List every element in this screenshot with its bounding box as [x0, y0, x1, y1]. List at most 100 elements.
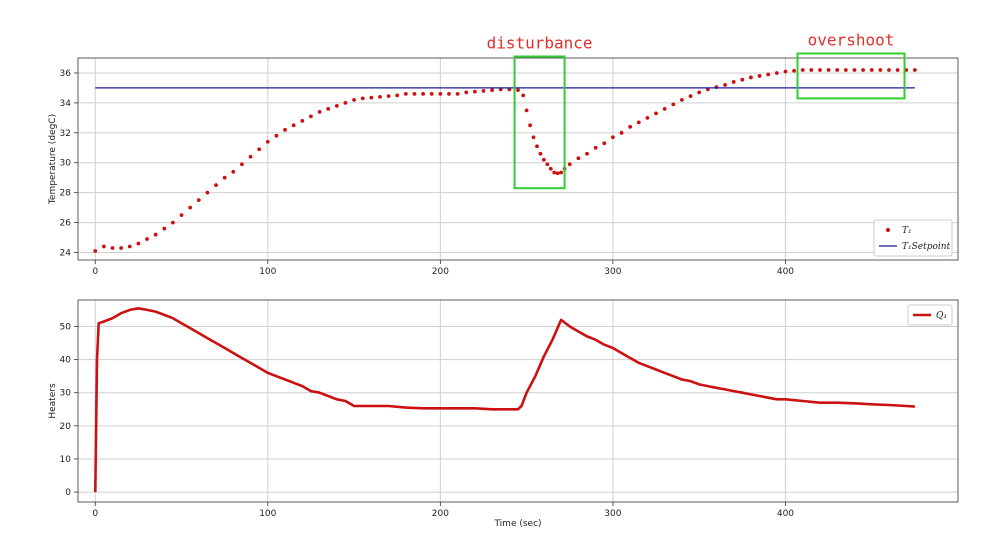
heaters-xlabel: Time (sec)	[493, 519, 541, 529]
heaters-legend: Q₁	[907, 304, 953, 326]
temperature-series-0-point	[567, 162, 572, 167]
temperature-series-0-point	[516, 88, 520, 93]
temperature-series-0-point	[93, 249, 98, 253]
temperature-series-0-point	[593, 145, 598, 150]
temperature-series-0-point	[274, 133, 279, 138]
temperature-series-0-point	[852, 68, 857, 72]
annotation-box-1	[796, 52, 906, 100]
temperature-series-0-point	[861, 68, 865, 72]
temperature-series-0-point	[555, 171, 560, 176]
temperature-series-0-point	[205, 190, 210, 195]
temperature-series-0-point	[162, 226, 167, 231]
temperature-series-0-point	[171, 220, 175, 225]
temperature-ytick-label: 36	[60, 69, 72, 79]
heaters-legend-label-0: Q₁	[936, 311, 947, 321]
heaters-ytick-label: 40	[60, 356, 72, 366]
temperature-series-0-point	[438, 92, 443, 96]
temperature-series-0-point	[869, 68, 874, 72]
temperature-series-0-point	[153, 232, 158, 237]
temperature-series-0-point	[576, 156, 581, 161]
temperature-series-0-point	[552, 170, 557, 175]
temperature-series-0-point	[654, 111, 658, 116]
temperature-series-0-point	[395, 93, 400, 98]
temperature-series-0-point	[136, 241, 141, 246]
heaters-ytick-label: 30	[60, 389, 72, 399]
heaters-ytick-label: 20	[60, 422, 72, 432]
temperature-xtick-label: 400	[777, 267, 794, 277]
temperature-series-0-point	[231, 169, 236, 174]
temperature-series-0-point	[222, 175, 227, 180]
temperature-series-0-point	[334, 103, 339, 108]
temperature-series-0-point	[628, 124, 633, 129]
temperature-series-0-point	[369, 95, 374, 100]
temperature-series-0-point	[835, 68, 840, 72]
temperature-ytick-label: 32	[60, 129, 71, 139]
temperature-series-0-point	[481, 89, 486, 93]
temperature-series-0-point	[326, 106, 331, 111]
temperature-series-0-point	[528, 123, 532, 128]
temperature-series-0-point	[309, 114, 313, 119]
temperature-series-0-point	[429, 92, 434, 96]
temperature-series-0-point	[662, 106, 667, 111]
temperature-series-0-point	[757, 74, 762, 78]
temperature-series-0-point	[619, 130, 624, 135]
temperature-series-0-point	[300, 118, 305, 123]
temperature-ytick-label: 28	[60, 189, 72, 199]
temperature-series-0-point	[548, 166, 553, 171]
annotation-label-1: overshoot	[808, 31, 895, 50]
temperature-series-0-point	[196, 198, 201, 203]
temperature-series-0-point	[490, 88, 495, 93]
heaters-axes-frame	[77, 299, 959, 503]
temperature-series-0-point	[472, 89, 477, 94]
heaters-ytick-label: 0	[65, 488, 71, 498]
temperature-series-0-point	[559, 170, 564, 175]
temperature-series-0-point	[360, 96, 365, 101]
temperature-xtick-label: 0	[92, 267, 98, 277]
heaters-xtick-label: 0	[92, 509, 98, 519]
temperature-xtick-label: 100	[259, 267, 276, 277]
temperature-legend-label-0: T₁	[902, 226, 912, 236]
temperature-series-0-point	[636, 120, 641, 125]
heaters-ylabel: Heaters	[48, 383, 58, 419]
heaters-xtick-label: 400	[777, 509, 794, 519]
temperature-series-0-point	[602, 141, 607, 146]
temperature-series-0-point	[291, 123, 296, 128]
temperature-series-0-point	[818, 68, 822, 72]
temperature-marks	[93, 68, 917, 253]
temperature-series-0-point	[119, 246, 124, 250]
temperature-series-0-point	[248, 154, 253, 159]
temperature-series-0-point	[317, 109, 322, 114]
temperature-series-0-point	[378, 95, 382, 99]
temperature-series-0-point	[697, 90, 702, 95]
temperature-series-0-point	[145, 237, 149, 241]
temperature-series-0-point	[521, 93, 526, 98]
temperature-series-0-point	[179, 213, 184, 218]
temperature-series-0-point	[343, 100, 348, 105]
temperature-series-0-point	[809, 68, 814, 72]
temperature-series-0-point	[800, 68, 805, 72]
annotation-box-0	[513, 55, 566, 190]
temperature-series-0-point	[188, 205, 193, 210]
temperature-series-0-point	[740, 77, 745, 82]
temperature-annotations: disturbance overshoot	[487, 31, 906, 190]
temperature-series-0-point	[127, 244, 132, 249]
heaters-grid	[78, 300, 958, 502]
heaters-panel: 0 100 200 300 400 0 10 20 30 40 50 Heaters Time (s…	[48, 299, 959, 529]
temperature-series-0-point	[826, 68, 831, 72]
temperature-series-0-point	[257, 147, 262, 152]
temperature-series-0-point	[585, 151, 589, 156]
temperature-series-0-point	[110, 246, 115, 250]
temperature-xtick-label: 200	[432, 267, 449, 277]
temperature-ylabel: Temperature (degC)	[48, 114, 58, 205]
temperature-series-0-point	[611, 135, 615, 140]
temperature-series-0-point	[240, 162, 244, 167]
temperature-series-0-point	[265, 139, 270, 144]
temperature-series-0-point	[541, 157, 546, 162]
temperature-legend: T₁ T₁Setpoint	[873, 219, 953, 257]
temperature-series-0-point	[455, 92, 460, 96]
heaters-marks	[94, 306, 915, 493]
temperature-series-0-point	[723, 83, 727, 87]
temperature-series-0-point	[878, 68, 883, 72]
temperature-series-0-point	[421, 92, 425, 96]
